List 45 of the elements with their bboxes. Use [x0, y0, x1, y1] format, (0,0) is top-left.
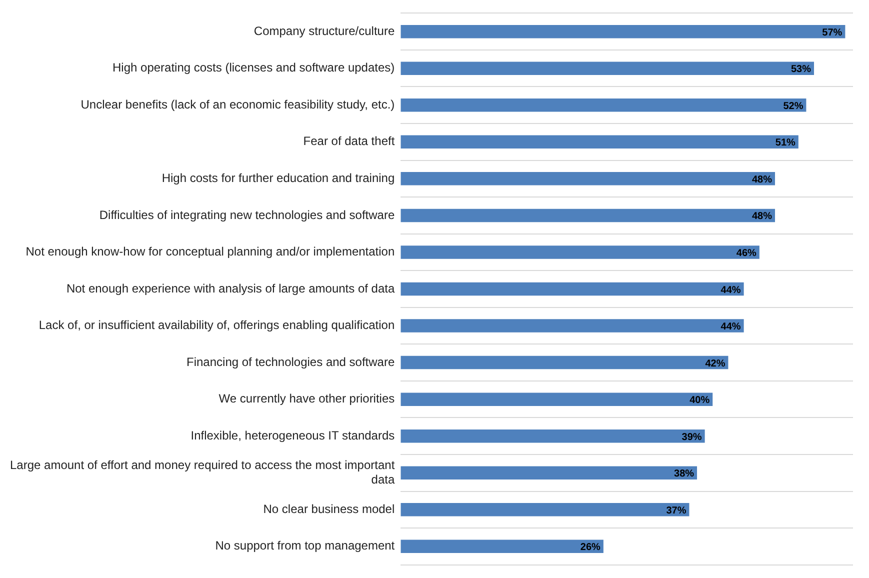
bar: [400, 356, 728, 370]
y-tick-label: Difficulties of integrating new technologies and software: [99, 208, 395, 222]
y-tick-label: Not enough know-how for conceptual planning and/or implementation: [26, 244, 395, 259]
y-tick-label: Not enough experience with analysis of large amounts of data: [66, 281, 395, 296]
y-tick-label: Lack of, or insufficient availability of, offerings enabling qualification: [38, 318, 395, 332]
y-tick-label: No clear business model: [263, 502, 395, 516]
bar: [400, 135, 798, 149]
bar: [400, 503, 690, 516]
data-label: 46%: [736, 248, 757, 259]
data-label: 38%: [674, 468, 694, 480]
data-label: 57%: [822, 27, 842, 38]
y-tick-label: Inflexible, heterogeneous IT standards: [190, 428, 395, 442]
y-tick-label: Unclear benefits (lack of an economic feasibility study, etc.): [80, 97, 395, 112]
data-label: 52%: [783, 100, 804, 112]
bar: [400, 98, 806, 112]
data-label: 53%: [790, 64, 812, 76]
data-label: 44%: [720, 284, 741, 296]
bar: [400, 392, 713, 406]
data-label: 40%: [690, 395, 710, 406]
y-tick-label: No support from top management: [215, 538, 396, 553]
bar: [400, 282, 744, 296]
bar: [400, 62, 814, 75]
data-label: 42%: [705, 358, 726, 370]
y-tick-label: We currently have other priorities: [218, 392, 395, 406]
bar: [400, 172, 776, 186]
data-label: 26%: [580, 542, 601, 554]
data-label: 37%: [666, 505, 686, 516]
bar: [400, 429, 705, 443]
y-tick-label: Company structure/culture: [254, 24, 395, 38]
data-label: 44%: [720, 322, 741, 333]
bar: [400, 246, 760, 259]
data-label: 48%: [752, 174, 772, 186]
bar: [400, 208, 776, 222]
y-tick-label: High operating costs (licenses and software updates): [112, 60, 395, 75]
bar: [400, 466, 698, 480]
data-label: 51%: [775, 138, 796, 149]
y-tick-label: High costs for further education and training: [162, 170, 395, 185]
y-tick-label: Fear of data theft: [303, 134, 396, 148]
data-label: 39%: [682, 432, 702, 443]
y-tick-label: Financing of technologies and software: [186, 354, 395, 369]
bar: [400, 319, 744, 332]
bar: [400, 540, 604, 554]
y-tick-label: Large amount of effort and money required to access the most important data: [10, 458, 396, 486]
data-label: 48%: [752, 211, 772, 222]
bar: [400, 24, 846, 38]
